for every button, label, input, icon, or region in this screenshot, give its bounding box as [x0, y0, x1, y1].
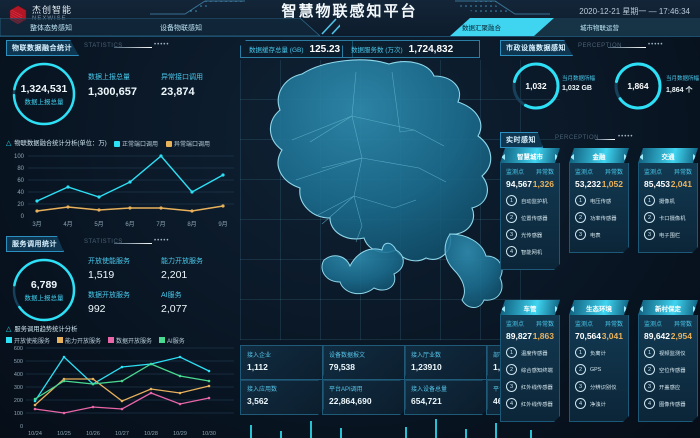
- svg-text:6月: 6月: [125, 221, 134, 228]
- svg-text:0: 0: [20, 424, 23, 430]
- svg-text:7月: 7月: [156, 221, 165, 228]
- svg-text:10/29: 10/29: [173, 431, 187, 437]
- svg-text:4月: 4月: [63, 221, 72, 228]
- svg-text:300: 300: [14, 385, 23, 391]
- svg-text:200: 200: [14, 398, 23, 404]
- svg-text:600: 600: [14, 346, 23, 352]
- svg-text:5月: 5月: [94, 221, 103, 228]
- svg-text:10/28: 10/28: [144, 431, 158, 437]
- svg-text:100: 100: [14, 154, 25, 160]
- svg-text:设备物联感知: 设备物联感知: [160, 23, 202, 32]
- svg-text:0: 0: [21, 214, 25, 220]
- svg-text:数据汇聚融合: 数据汇聚融合: [462, 23, 502, 32]
- svg-text:100: 100: [14, 411, 23, 417]
- svg-text:10/27: 10/27: [115, 431, 129, 437]
- svg-text:9月: 9月: [218, 221, 227, 228]
- svg-text:40: 40: [17, 190, 24, 196]
- svg-text:400: 400: [14, 372, 23, 378]
- svg-text:8月: 8月: [187, 221, 196, 228]
- svg-text:10/24: 10/24: [28, 431, 42, 437]
- svg-text:整体态势感知: 整体态势感知: [30, 23, 72, 32]
- svg-text:10/30: 10/30: [202, 431, 216, 437]
- svg-text:3月: 3月: [32, 221, 41, 228]
- svg-text:城市物联运营: 城市物联运营: [580, 23, 620, 32]
- svg-text:80: 80: [17, 166, 24, 172]
- svg-text:60: 60: [17, 178, 24, 184]
- svg-text:500: 500: [14, 359, 23, 365]
- svg-text:20: 20: [17, 202, 24, 208]
- svg-text:10/26: 10/26: [86, 431, 100, 437]
- svg-text:10/25: 10/25: [57, 431, 71, 437]
